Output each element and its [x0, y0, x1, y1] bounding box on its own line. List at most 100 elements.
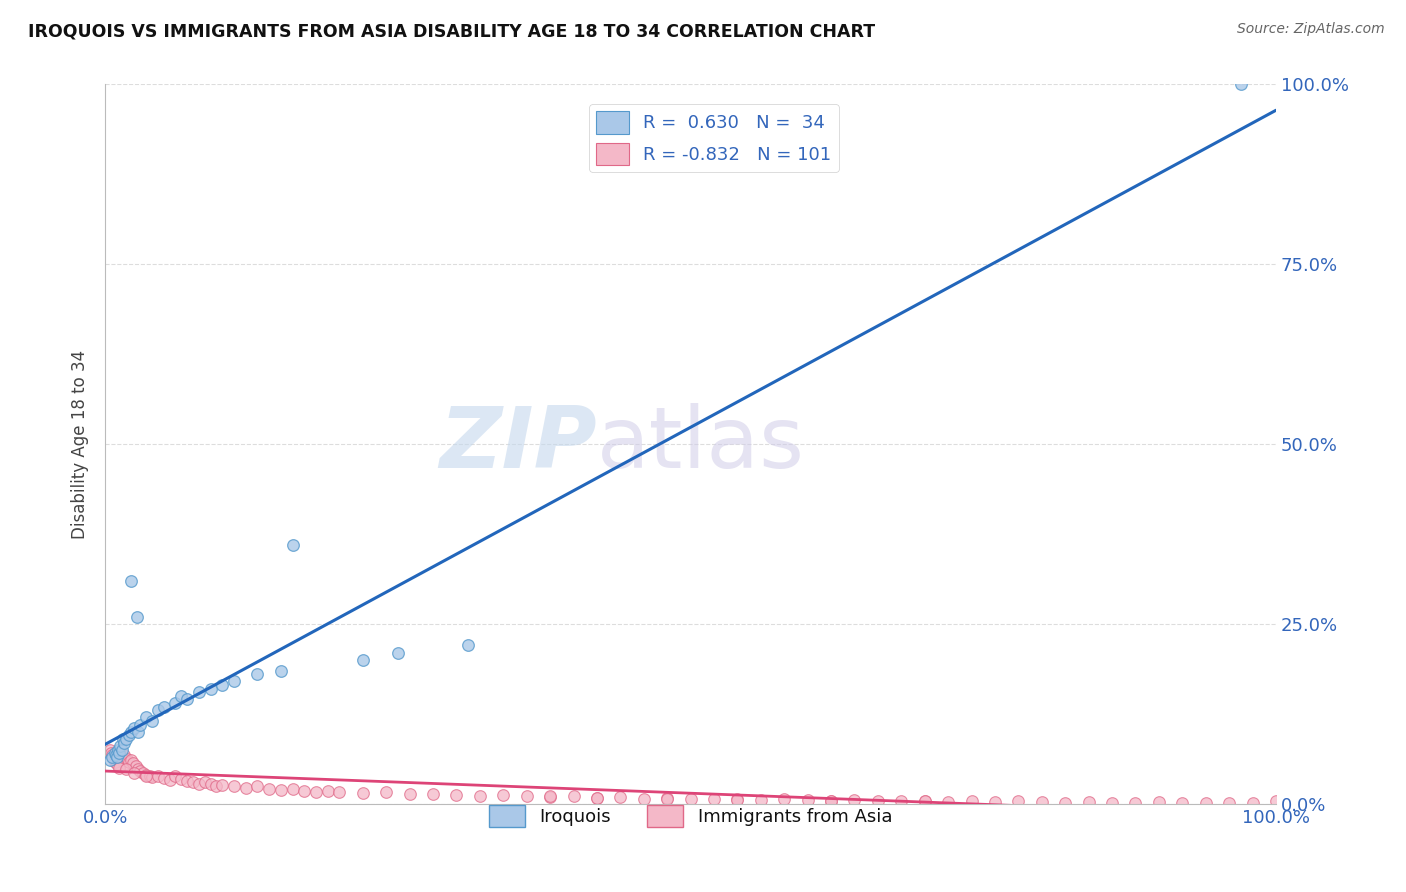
Text: atlas: atlas: [598, 402, 804, 485]
Point: [159, 772, 181, 787]
Point: [352, 653, 374, 667]
Point: [103, 752, 125, 766]
Point: [960, 795, 983, 809]
Point: [138, 769, 160, 783]
Point: [270, 783, 292, 797]
Point: [725, 793, 748, 807]
Point: [176, 773, 198, 788]
Point: [127, 762, 149, 776]
Point: [200, 681, 222, 696]
Point: [141, 714, 163, 728]
Point: [1147, 795, 1170, 809]
Point: [316, 783, 339, 797]
Point: [914, 795, 936, 809]
Point: [796, 793, 818, 807]
Point: [110, 752, 132, 766]
Point: [1195, 796, 1218, 810]
Point: [124, 759, 146, 773]
Point: [117, 755, 139, 769]
Point: [127, 724, 149, 739]
Point: [152, 699, 174, 714]
Point: [120, 754, 142, 768]
Point: [170, 772, 193, 787]
Point: [131, 766, 153, 780]
Point: [108, 747, 131, 761]
Point: [124, 721, 146, 735]
Point: [170, 689, 193, 703]
Point: [112, 735, 135, 749]
Point: [211, 678, 233, 692]
Point: [165, 696, 187, 710]
Point: [205, 779, 228, 793]
Point: [246, 780, 269, 794]
Point: [387, 646, 409, 660]
Point: [111, 755, 134, 769]
Point: [1077, 795, 1099, 809]
Point: [108, 747, 131, 761]
Point: [890, 794, 912, 808]
Point: [105, 750, 128, 764]
Point: [292, 783, 315, 797]
Point: [146, 703, 169, 717]
Point: [270, 664, 292, 678]
Point: [114, 754, 136, 768]
Point: [1007, 795, 1029, 809]
Point: [101, 750, 124, 764]
Point: [257, 782, 280, 797]
Point: [1125, 796, 1147, 810]
Point: [984, 795, 1007, 809]
Point: [398, 787, 420, 801]
Point: [152, 771, 174, 785]
Point: [111, 731, 134, 746]
Point: [538, 790, 561, 805]
Point: [105, 757, 128, 772]
Point: [100, 747, 122, 761]
Point: [657, 791, 679, 805]
Point: [586, 791, 609, 805]
Point: [115, 762, 138, 776]
Point: [679, 792, 702, 806]
Point: [181, 775, 204, 789]
Point: [457, 639, 479, 653]
Point: [108, 761, 131, 775]
Point: [866, 795, 889, 809]
Point: [135, 768, 157, 782]
Point: [105, 750, 128, 764]
Point: [773, 792, 796, 806]
Point: [936, 795, 959, 809]
Point: [446, 788, 468, 802]
Point: [135, 710, 157, 724]
Point: [1171, 796, 1194, 810]
Point: [165, 769, 187, 783]
Point: [103, 750, 125, 764]
Point: [135, 769, 157, 783]
Point: [725, 792, 748, 806]
Point: [107, 751, 129, 765]
Point: [115, 757, 138, 772]
Point: [129, 764, 152, 779]
Point: [1230, 78, 1253, 92]
Y-axis label: Disability Age 18 to 34: Disability Age 18 to 34: [72, 350, 89, 539]
Point: [586, 791, 609, 805]
Legend: Iroquois, Immigrants from Asia: Iroquois, Immigrants from Asia: [482, 797, 900, 834]
Point: [844, 793, 866, 807]
Point: [222, 674, 245, 689]
Point: [125, 609, 148, 624]
Point: [115, 731, 138, 746]
Point: [103, 755, 125, 769]
Point: [749, 793, 772, 807]
Point: [117, 752, 139, 766]
Point: [422, 787, 444, 801]
Point: [235, 780, 257, 795]
Point: [117, 728, 139, 742]
Point: [375, 785, 398, 799]
Text: Source: ZipAtlas.com: Source: ZipAtlas.com: [1237, 22, 1385, 37]
Point: [1241, 796, 1264, 810]
Point: [187, 685, 209, 699]
Point: [1031, 795, 1053, 809]
Point: [633, 791, 655, 805]
Point: [468, 789, 491, 803]
Point: [516, 789, 538, 804]
Point: [129, 717, 152, 731]
Point: [222, 780, 245, 794]
